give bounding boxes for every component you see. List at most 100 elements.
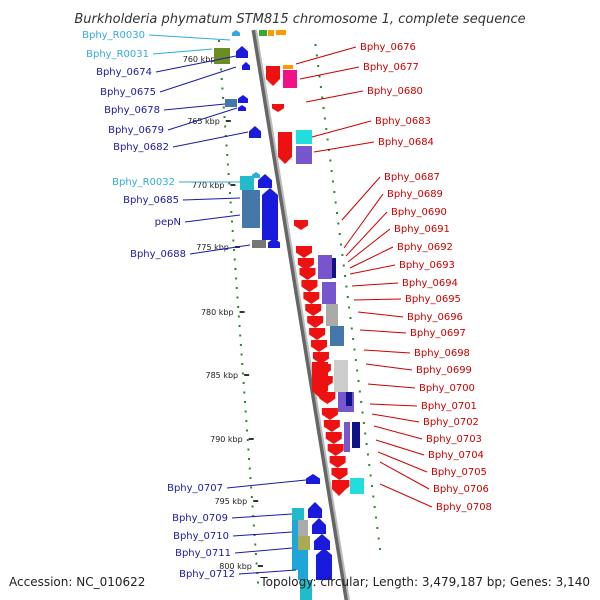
- gene-label[interactable]: Bphy_0690: [391, 207, 447, 218]
- cog-category-box: [214, 48, 230, 64]
- label-leader-line: [313, 141, 375, 153]
- gene-label[interactable]: Bphy_0682: [113, 142, 169, 153]
- reverse-gene-arrow: [299, 268, 316, 280]
- gene-label[interactable]: Bphy_0675: [100, 87, 156, 98]
- gene-label[interactable]: Bphy_0702: [423, 417, 479, 428]
- reverse-gene-arrow: [278, 132, 292, 164]
- gene-label[interactable]: Bphy_0705: [431, 467, 487, 478]
- gene-label[interactable]: Bphy_0698: [414, 348, 470, 359]
- gene-label[interactable]: Bphy_0674: [96, 67, 152, 78]
- scale-dot: [348, 306, 351, 309]
- scale-dot: [243, 401, 246, 403]
- scale-tick: [253, 500, 259, 502]
- scale-dot: [370, 485, 373, 487]
- gene-label[interactable]: Bphy_0707: [167, 483, 223, 494]
- gene-label[interactable]: Bphy_0710: [173, 531, 229, 542]
- label-leader-line: [373, 425, 423, 440]
- cog-category-box: [300, 580, 312, 600]
- forward-gene-arrow: [268, 238, 280, 248]
- gene-label[interactable]: Bphy_0709: [172, 513, 228, 524]
- gene-label[interactable]: Bphy_0684: [378, 137, 434, 148]
- gene-label[interactable]: Bphy_0712: [179, 569, 235, 580]
- cog-category-box: [252, 240, 266, 248]
- gene-label[interactable]: Bphy_0688: [130, 249, 186, 260]
- scale-dot: [373, 506, 376, 508]
- gene-label[interactable]: Bphy_0704: [428, 450, 484, 461]
- gene-label[interactable]: Bphy_R0032: [112, 177, 175, 188]
- scale-tick-label: 775 kbp: [196, 243, 229, 252]
- scale-dot: [254, 553, 257, 555]
- gene-label[interactable]: Bphy_0676: [360, 42, 416, 53]
- scale-dot: [374, 516, 377, 519]
- genome-summary: Topology: circular; Length: 3,479,187 bp…: [259, 575, 590, 589]
- label-leader-line: [182, 197, 241, 201]
- gene-label[interactable]: Bphy_0695: [405, 294, 461, 305]
- gene-label[interactable]: Bphy_0677: [363, 62, 419, 73]
- label-leader-line: [349, 264, 396, 275]
- scale-dot: [334, 201, 337, 204]
- gene-label[interactable]: Bphy_0700: [419, 383, 475, 394]
- scale-dot: [230, 211, 233, 213]
- scale-dot: [242, 382, 245, 384]
- scale-dot: [245, 420, 248, 422]
- reverse-gene-arrow: [321, 408, 338, 420]
- label-leader-line: [377, 451, 428, 473]
- gene-label[interactable]: Bphy_0679: [108, 125, 164, 136]
- scale-dot: [372, 495, 375, 498]
- gene-label[interactable]: Bphy_0701: [421, 401, 477, 412]
- forward-gene-arrow: [308, 502, 322, 518]
- label-leader-line: [163, 103, 226, 111]
- gene-label[interactable]: Bphy_0692: [397, 242, 453, 253]
- forward-gene-arrow: [314, 534, 330, 550]
- gene-label[interactable]: Bphy_0685: [123, 195, 179, 206]
- cog-category-box: [296, 146, 312, 164]
- label-leader-line: [353, 298, 402, 301]
- gene-label[interactable]: Bphy_0683: [375, 116, 431, 127]
- scale-dot: [246, 439, 249, 441]
- cog-category-box: [259, 30, 267, 36]
- scale-dot: [315, 54, 318, 57]
- gene-label[interactable]: Bphy_0711: [175, 548, 231, 559]
- reverse-gene-arrow: [332, 480, 346, 496]
- gene-label[interactable]: Bphy_0687: [384, 172, 440, 183]
- gene-label[interactable]: Bphy_0694: [402, 278, 458, 289]
- cog-category-box: [292, 508, 304, 520]
- gene-label[interactable]: Bphy_0697: [410, 328, 466, 339]
- gene-label[interactable]: Bphy_0706: [433, 484, 489, 495]
- gene-label[interactable]: Bphy_0696: [407, 312, 463, 323]
- forward-gene-arrow: [236, 46, 248, 58]
- gene-label[interactable]: Bphy_0703: [426, 434, 482, 445]
- scale-dot: [336, 212, 339, 214]
- gene-label[interactable]: pepN: [155, 217, 181, 228]
- gene-label[interactable]: Bphy_0708: [436, 502, 492, 513]
- gene-label[interactable]: Bphy_0699: [416, 365, 472, 376]
- scale-dot: [360, 401, 363, 403]
- gene-label[interactable]: Bphy_0691: [394, 224, 450, 235]
- scale-dot: [228, 182, 231, 185]
- label-leader-line: [371, 413, 420, 423]
- label-leader-line: [379, 483, 433, 508]
- cog-category-box: [225, 99, 237, 107]
- gene-label[interactable]: Bphy_0680: [367, 86, 423, 97]
- scale-dot: [358, 390, 361, 393]
- scale-dot: [249, 477, 252, 479]
- cog-category-box: [292, 520, 298, 570]
- label-leader-line: [347, 228, 391, 263]
- gene-label[interactable]: Bphy_0689: [387, 189, 443, 200]
- gene-label[interactable]: Bphy_R0031: [86, 49, 149, 60]
- label-leader-line: [167, 107, 238, 131]
- scale-dot: [221, 87, 224, 90]
- gene-label[interactable]: Bphy_0693: [399, 260, 455, 271]
- scale-dot: [228, 192, 231, 194]
- label-leader-line: [226, 479, 307, 489]
- gene-label[interactable]: Bphy_0678: [104, 105, 160, 116]
- scale-dot: [223, 116, 226, 118]
- scale-dot: [345, 285, 348, 288]
- scale-tick: [248, 438, 254, 440]
- gene-label[interactable]: Bphy_R0030: [82, 30, 145, 41]
- forward-gene-arrow: [232, 30, 240, 36]
- scale-tick-label: 780 kbp: [201, 308, 234, 317]
- scale-dot: [318, 75, 321, 78]
- cog-category-box: [240, 176, 254, 190]
- scale-tick: [225, 120, 231, 122]
